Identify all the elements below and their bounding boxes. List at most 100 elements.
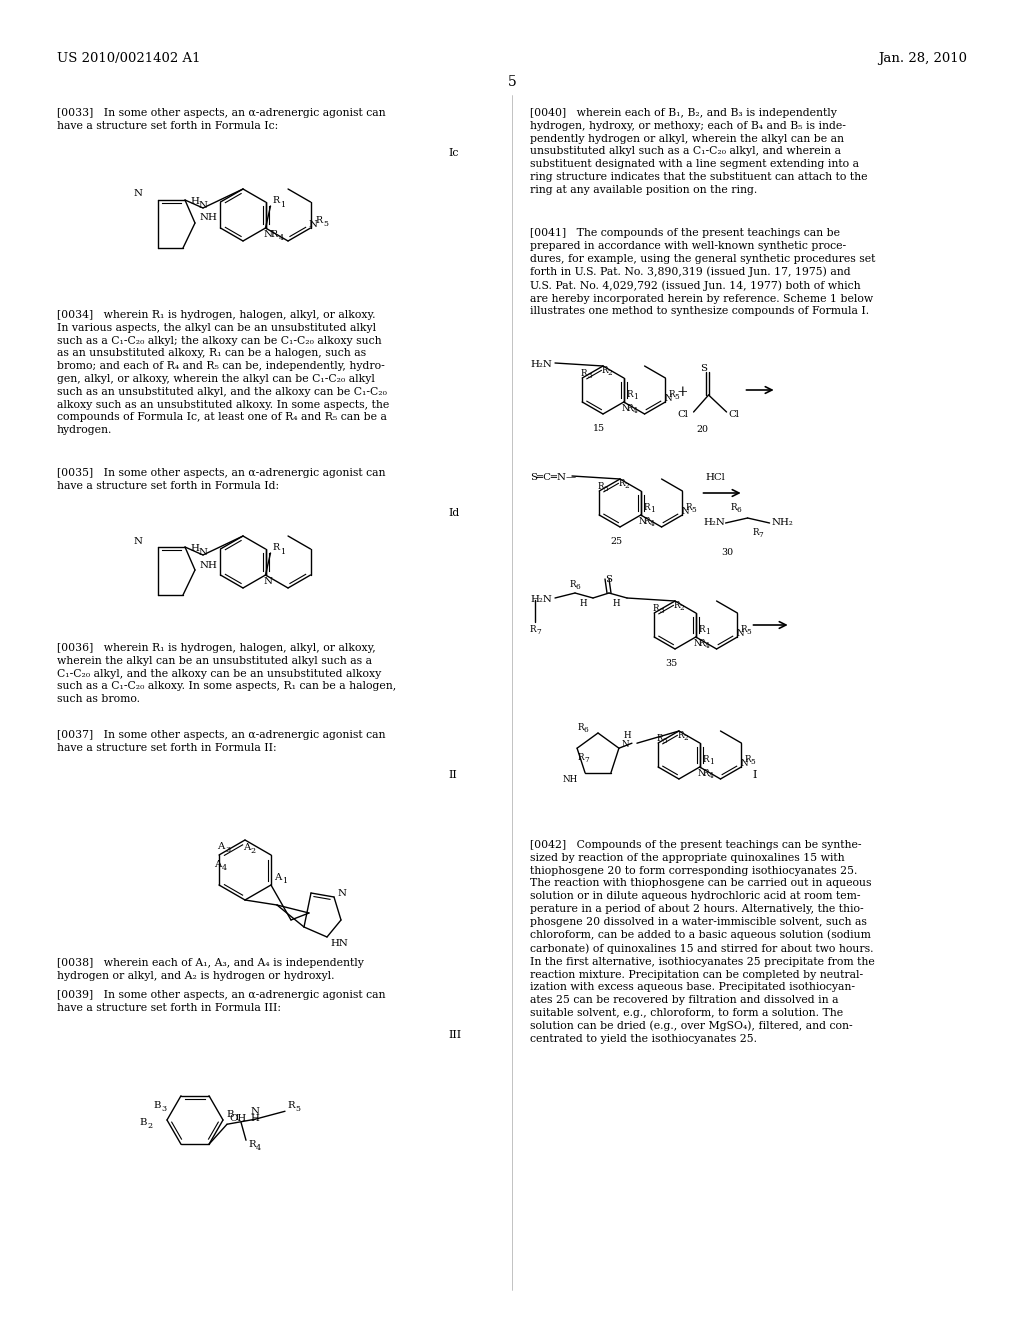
Text: H: H	[624, 731, 632, 741]
Text: R: R	[653, 605, 659, 612]
Text: R: R	[674, 601, 680, 610]
Text: III: III	[449, 1030, 461, 1040]
Text: R: R	[698, 639, 706, 648]
Text: 6: 6	[584, 726, 589, 734]
Text: N: N	[736, 630, 744, 638]
Text: N: N	[199, 201, 208, 210]
Text: 20: 20	[696, 425, 709, 434]
Text: 25: 25	[610, 537, 623, 546]
Text: Ic: Ic	[449, 148, 459, 158]
Text: B: B	[153, 1101, 161, 1110]
Text: 1: 1	[633, 393, 638, 401]
Text: N: N	[263, 577, 272, 586]
Text: 2: 2	[625, 482, 630, 490]
Text: R: R	[753, 528, 759, 537]
Text: B: B	[226, 1110, 233, 1119]
Text: 3: 3	[663, 737, 668, 744]
Text: R: R	[570, 579, 577, 589]
Text: R: R	[740, 624, 746, 634]
Text: 1: 1	[281, 548, 286, 556]
Text: 5: 5	[508, 75, 516, 88]
Text: Id: Id	[449, 508, 459, 517]
Text: 6: 6	[575, 583, 581, 591]
Text: N: N	[740, 759, 749, 768]
Text: B: B	[139, 1118, 146, 1127]
Text: 4: 4	[709, 772, 714, 780]
Text: 2: 2	[147, 1122, 153, 1130]
Text: R: R	[685, 503, 692, 512]
Text: N: N	[665, 393, 672, 403]
Text: 7: 7	[584, 756, 589, 764]
Text: H: H	[190, 544, 200, 553]
Text: R: R	[270, 230, 278, 239]
Text: R: R	[702, 770, 710, 777]
Text: HN: HN	[330, 939, 348, 948]
Text: H: H	[190, 197, 200, 206]
Text: R: R	[602, 366, 608, 375]
Text: OH: OH	[229, 1114, 246, 1123]
Text: NH₂: NH₂	[771, 517, 794, 527]
Text: 2: 2	[251, 847, 256, 855]
Text: N: N	[133, 536, 142, 545]
Text: R: R	[702, 755, 710, 764]
Text: 1: 1	[282, 876, 287, 884]
Text: N: N	[337, 888, 346, 898]
Text: 5: 5	[324, 220, 329, 228]
Text: [0038]   wherein each of A₁, A₃, and A₄ is independently
hydrogen or alkyl, and : [0038] wherein each of A₁, A₃, and A₄ is…	[57, 958, 364, 981]
Text: N: N	[133, 190, 142, 198]
Text: 4: 4	[222, 865, 227, 873]
Text: HCl: HCl	[706, 473, 725, 482]
Text: N: N	[308, 220, 317, 228]
Text: N: N	[263, 230, 272, 239]
Text: H₂N: H₂N	[530, 360, 552, 370]
Text: N: N	[251, 1107, 259, 1117]
Text: R: R	[248, 1140, 256, 1150]
Text: H: H	[613, 599, 621, 609]
Text: 2: 2	[684, 734, 688, 742]
Text: A: A	[214, 861, 221, 869]
Text: 7: 7	[536, 628, 541, 636]
Text: [0035]   In some other aspects, an α-adrenergic agonist can
have a structure set: [0035] In some other aspects, an α-adren…	[57, 469, 385, 491]
Text: R: R	[581, 370, 588, 378]
Text: Jan. 28, 2010: Jan. 28, 2010	[878, 51, 967, 65]
Text: S: S	[605, 576, 612, 583]
Text: 4: 4	[256, 1144, 261, 1152]
Text: Cl: Cl	[728, 411, 739, 418]
Text: R: R	[644, 503, 650, 512]
Text: I: I	[753, 770, 757, 780]
Text: NH: NH	[199, 214, 217, 223]
Text: 30: 30	[722, 548, 733, 557]
Text: NH: NH	[199, 561, 217, 569]
Text: R: R	[669, 389, 675, 399]
Text: [0041]   The compounds of the present teachings can be
prepared in accordance wi: [0041] The compounds of the present teac…	[530, 228, 876, 317]
Text: 2: 2	[680, 605, 684, 612]
Text: 7: 7	[759, 531, 763, 539]
Text: II: II	[449, 770, 457, 780]
Text: 1: 1	[234, 1114, 240, 1122]
Text: R: R	[272, 543, 280, 552]
Text: Cl: Cl	[678, 411, 688, 418]
Text: R: R	[578, 754, 585, 762]
Text: R: R	[315, 216, 323, 224]
Text: H: H	[580, 599, 588, 609]
Text: 1: 1	[705, 628, 710, 636]
Text: 3: 3	[659, 607, 664, 615]
Text: [0036]   wherein R₁ is hydrogen, halogen, alkyl, or alkoxy,
wherein the alkyl ca: [0036] wherein R₁ is hydrogen, halogen, …	[57, 643, 396, 704]
Text: N: N	[698, 770, 706, 777]
Text: R: R	[287, 1101, 295, 1110]
Text: R: R	[698, 624, 706, 634]
Text: 3: 3	[161, 1105, 166, 1113]
Text: N: N	[622, 404, 630, 413]
Text: 5: 5	[295, 1105, 300, 1113]
Text: R: R	[678, 731, 684, 741]
Text: 3: 3	[225, 846, 230, 854]
Text: 3: 3	[587, 372, 592, 380]
Text: 3: 3	[604, 484, 608, 492]
Text: R: R	[627, 389, 633, 399]
Text: R: R	[644, 517, 650, 525]
Text: 1: 1	[709, 758, 714, 766]
Text: 5: 5	[746, 628, 751, 636]
Text: [0034]   wherein R₁ is hydrogen, halogen, alkyl, or alkoxy.
In various aspects, : [0034] wherein R₁ is hydrogen, halogen, …	[57, 310, 389, 436]
Text: R: R	[598, 482, 604, 491]
Text: 35: 35	[665, 659, 677, 668]
